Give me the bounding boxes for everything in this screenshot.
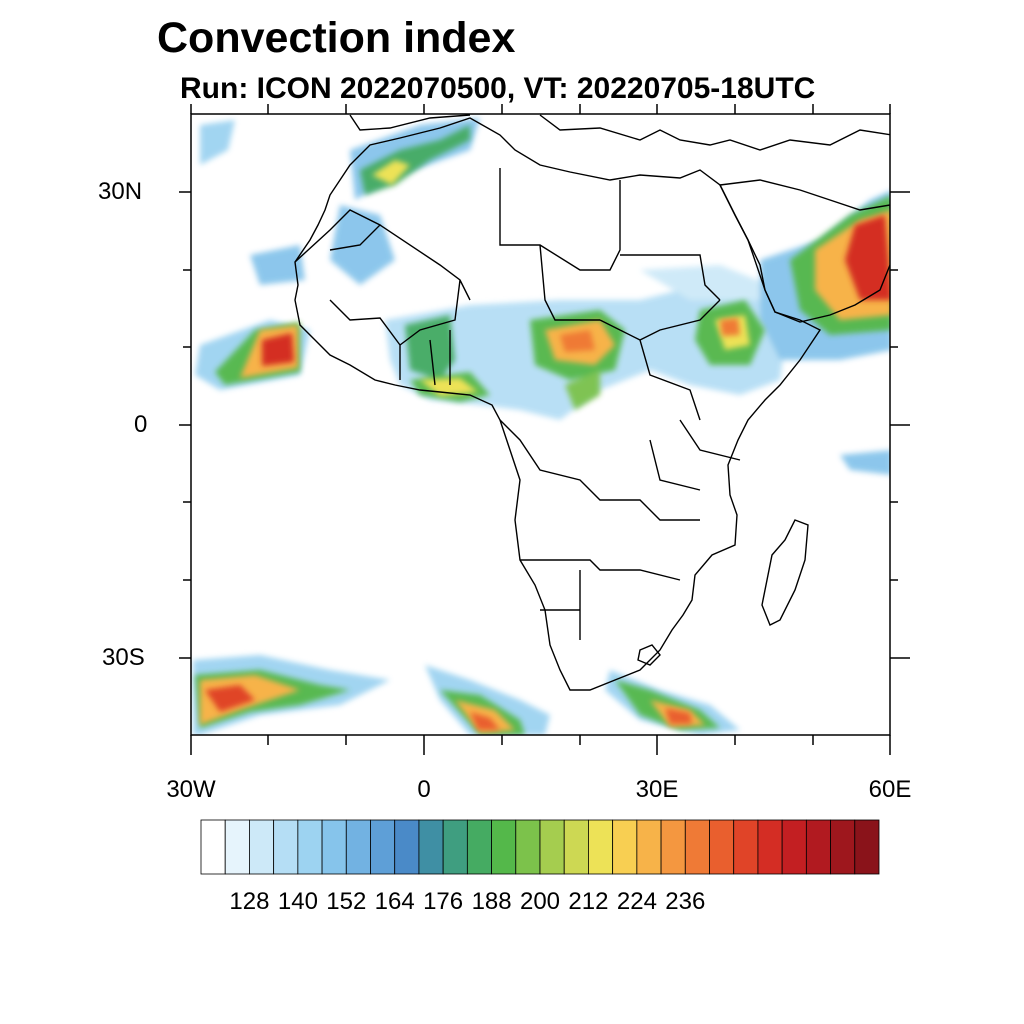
arabia-coastline (718, 179, 890, 323)
lon-label-30w: 30W (166, 776, 216, 803)
colorbar-box (200, 819, 226, 875)
colorbar-box (224, 819, 250, 875)
colorbar-box (757, 819, 783, 875)
colorbar-box (636, 819, 662, 875)
colorbar-box (733, 819, 759, 875)
chart-title: Convection index (157, 14, 516, 62)
colorbar-tick-label: 128 (229, 888, 270, 915)
colorbar-box (491, 819, 517, 875)
lon-label-60e: 60E (868, 776, 912, 803)
country-borders (294, 168, 741, 640)
colorbar-box (563, 819, 589, 875)
colorbar-tick-label: 188 (471, 888, 512, 915)
colorbar-box (394, 819, 420, 875)
colorbar-tick-label: 236 (665, 888, 706, 915)
lon-label-0: 0 (417, 776, 431, 803)
colorbar-box (588, 819, 614, 875)
colorbar-box (418, 819, 444, 875)
colorbar-tick-label: 200 (519, 888, 561, 915)
colorbar-box (249, 819, 275, 875)
colorbar-box (684, 819, 710, 875)
colorbar-box (321, 819, 347, 875)
lat-label-30n: 30N (98, 178, 143, 205)
convection-field (193, 118, 890, 735)
colorbar-box (854, 819, 880, 875)
colorbar-tick-label: 212 (568, 888, 609, 915)
colorbar-box (805, 819, 831, 875)
lat-label-0: 0 (134, 411, 148, 438)
europe-coastline (349, 114, 890, 151)
colorbar-tick-label: 164 (374, 888, 415, 915)
colorbar-box (345, 819, 371, 875)
colorbar-box (442, 819, 468, 875)
colorbar-box (515, 819, 541, 875)
lon-label-30e: 30E (635, 776, 679, 803)
colorbar-box (709, 819, 735, 875)
coastlines (294, 114, 890, 691)
colorbar-box (297, 819, 323, 875)
madagascar-coastline (761, 519, 809, 626)
colorbar-tick-label: 140 (277, 888, 318, 915)
colorbar (200, 819, 880, 875)
colorbar-box (539, 819, 565, 875)
map-frame (190, 113, 891, 736)
colorbar-box (660, 819, 686, 875)
colorbar-box (273, 819, 299, 875)
colorbar-box (830, 819, 856, 875)
colorbar-tick-label: 152 (326, 888, 367, 915)
colorbar-tick-label: 224 (616, 888, 657, 915)
colorbar-box (370, 819, 396, 875)
colorbar-box (612, 819, 638, 875)
colorbar-tick-label: 176 (423, 888, 464, 915)
colorbar-box (781, 819, 807, 875)
lat-label-30s: 30S (102, 644, 145, 671)
africa-coastline (294, 117, 822, 691)
colorbar-box (466, 819, 492, 875)
axis-ticks (179, 104, 910, 755)
chart-subtitle: Run: ICON 2022070500, VT: 20220705-18UTC (180, 72, 816, 105)
